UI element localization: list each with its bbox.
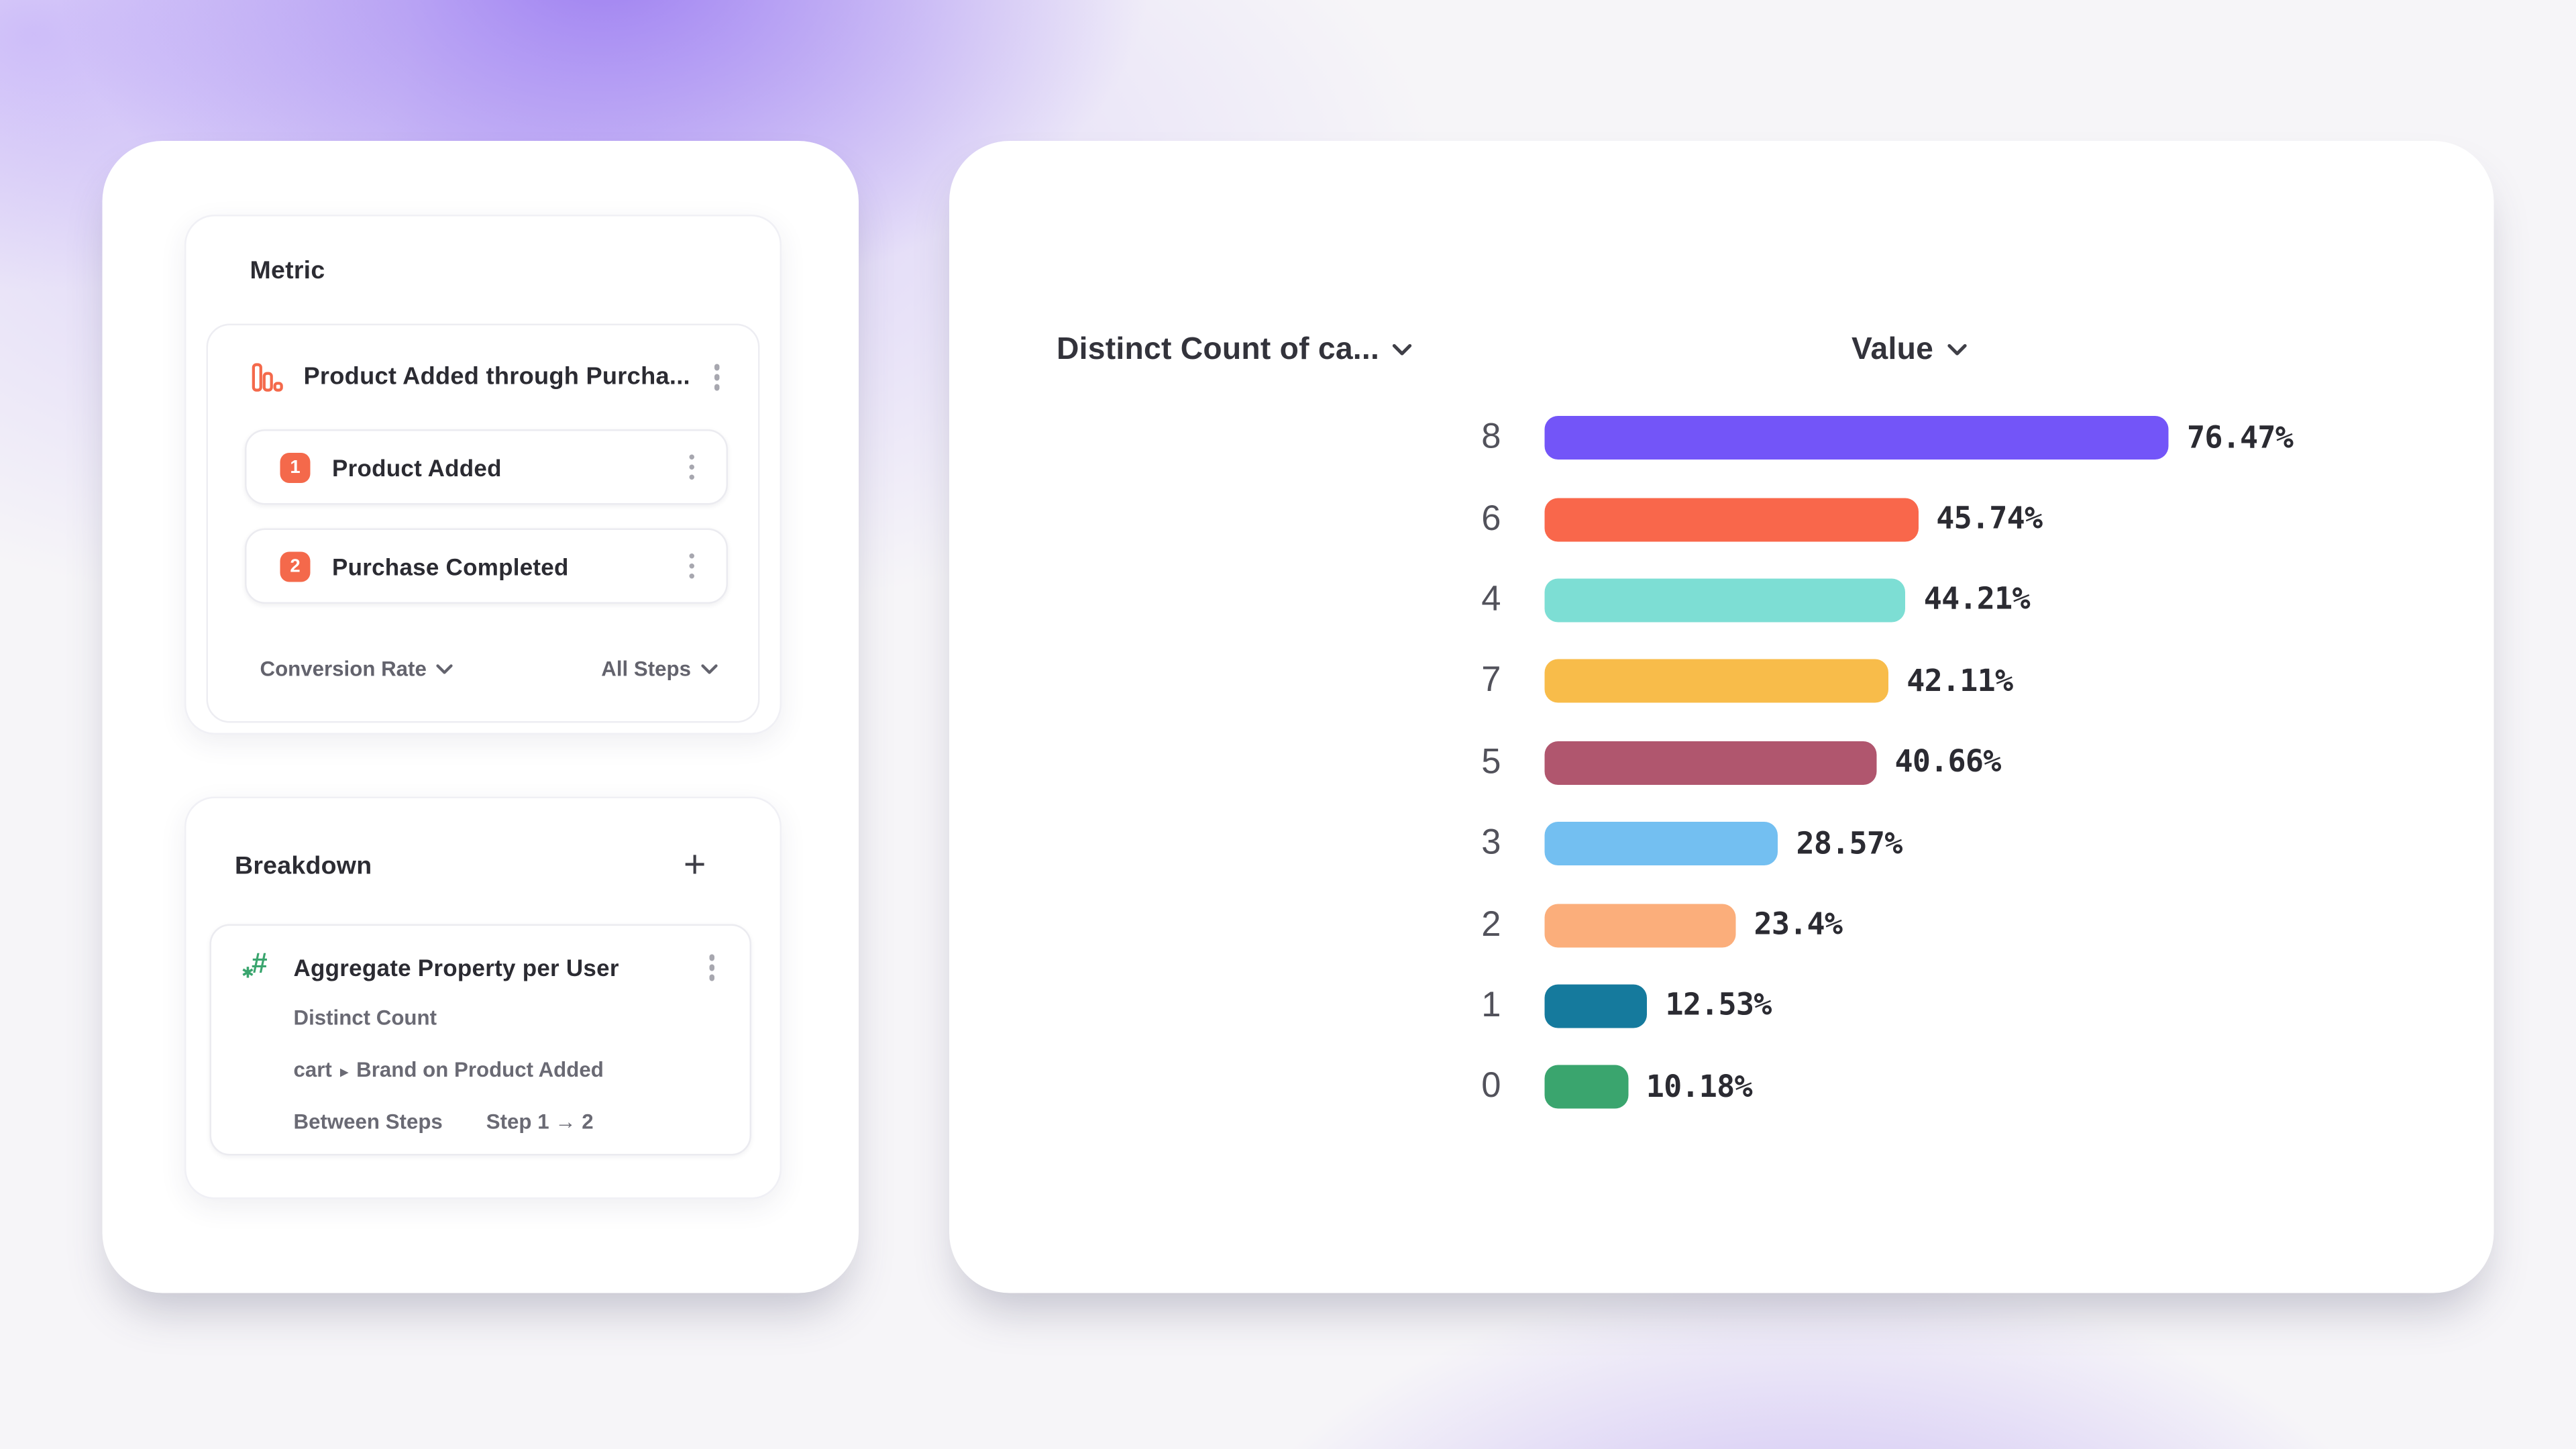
chart-row: 2 23.4% [1401,884,2294,965]
scope-label: Between Steps [293,1110,443,1134]
horizontal-bar-chart: 8 76.47% 6 45.74% 4 44.21% 7 42.11% 5 40.66% 3 28.5… [1401,398,2294,1128]
category-column-header[interactable]: Distinct Count of ca... [1057,331,1413,368]
value-label: 42.11% [1907,663,2013,700]
metric-row[interactable]: Product Added through Purcha... [208,325,758,429]
step-label: Purchase Completed [332,552,569,580]
value-label: 40.66% [1894,745,2001,781]
step-label: Product Added [332,453,502,481]
breakdown-panel-title: Breakdown [235,852,372,881]
breakdown-item-name: Aggregate Property per User [293,954,619,981]
property-label: cart ▸ Brand on Product Added [294,1059,604,1082]
metric-footer: Conversion Rate All Steps [208,634,758,721]
chart-row: 0 10.18% [1401,1046,2294,1128]
query-builder-card: Metric Product Added through Purcha... [102,141,859,1293]
value-column-header[interactable]: Value [1851,331,1967,368]
value-bar[interactable] [1544,659,1888,704]
category-label: 6 [1481,498,1501,538]
scope-label-row: Between Steps Step 1 → 2 [294,1110,594,1134]
value-bar[interactable] [1544,1065,1628,1110]
funnel-step-row-2[interactable]: 2 Purchase Completed [245,528,728,604]
value-label: 45.74% [1936,501,2043,537]
value-header-label: Value [1851,330,1934,366]
conversion-rate-label: Conversion Rate [260,657,427,681]
aggregation-type-label: Distinct Count [293,1006,437,1030]
category-header-label: Distinct Count of ca... [1057,330,1380,366]
chart-row: 3 28.57% [1401,803,2294,884]
value-label: 44.21% [1923,582,2031,619]
funnel-step-row-1[interactable]: 1 Product Added [245,429,728,505]
category-label: 4 [1481,580,1501,619]
value-label: 23.4% [1754,907,1843,943]
value-label: 12.53% [1665,988,1772,1024]
kebab-menu-icon[interactable] [709,359,724,395]
hash-aggregate-icon: ✱ # [241,947,268,981]
value-bar[interactable] [1544,903,1735,947]
all-steps-dropdown[interactable]: All Steps [601,657,718,681]
value-bar[interactable] [1544,416,2169,460]
chevron-down-icon [1393,343,1413,355]
property-name: Brand on Product Added [356,1058,604,1082]
step-number-badge: 1 [280,451,311,482]
value-bar[interactable] [1544,741,1876,785]
chart-row: 5 40.66% [1401,722,2294,803]
kebab-menu-icon[interactable] [684,548,699,584]
value-label: 76.47% [2187,420,2294,456]
category-label: 8 [1481,417,1501,457]
funnel-bars-icon [252,362,284,394]
chevron-down-icon [1947,343,1967,355]
chevron-down-icon [701,664,718,674]
metric-panel-title: Metric [250,256,325,286]
category-label: 7 [1481,661,1501,700]
value-bar[interactable] [1544,578,1906,623]
scope-value: Step 1 → 2 [486,1110,594,1134]
chart-row: 1 12.53% [1401,965,2294,1046]
metric-group-card: Product Added through Purcha... 1 Produc… [206,323,760,723]
chevron-down-icon [437,664,453,674]
arrow-right-small-icon: ▸ [340,1063,348,1080]
category-label: 0 [1481,1067,1501,1106]
category-label: 2 [1481,904,1501,944]
category-label: 5 [1481,742,1501,782]
chart-row: 6 45.74% [1401,478,2294,559]
breakdown-item-card[interactable]: ✱ # Aggregate Property per User Distinct … [209,924,751,1156]
metric-panel: Metric Product Added through Purcha... [184,215,782,735]
breakdown-panel: Breakdown + ✱ # Aggregate Property per Us… [184,796,782,1199]
value-label: 28.57% [1796,826,1903,862]
chart-row: 8 76.47% [1401,398,2294,479]
value-bar[interactable] [1544,497,1918,541]
property-event: cart [293,1058,332,1082]
value-bar[interactable] [1544,822,1778,866]
kebab-menu-icon[interactable] [704,949,719,985]
category-label: 1 [1481,985,1501,1025]
category-label: 3 [1481,823,1501,863]
breakdown-item-header: ✱ # Aggregate Property per User [211,943,750,993]
chart-card: Distinct Count of ca... Value 8 76.47% 6 45… [949,141,2494,1293]
kebab-menu-icon[interactable] [684,449,699,485]
all-steps-label: All Steps [601,657,691,681]
metric-name: Product Added through Purcha... [303,364,690,391]
value-label: 10.18% [1646,1069,1753,1106]
conversion-rate-dropdown[interactable]: Conversion Rate [260,657,453,681]
value-bar[interactable] [1544,984,1647,1028]
chart-row: 4 44.21% [1401,559,2294,641]
chart-row: 7 42.11% [1401,641,2294,722]
add-breakdown-button[interactable]: + [683,842,706,885]
step-number-badge: 2 [280,551,311,582]
